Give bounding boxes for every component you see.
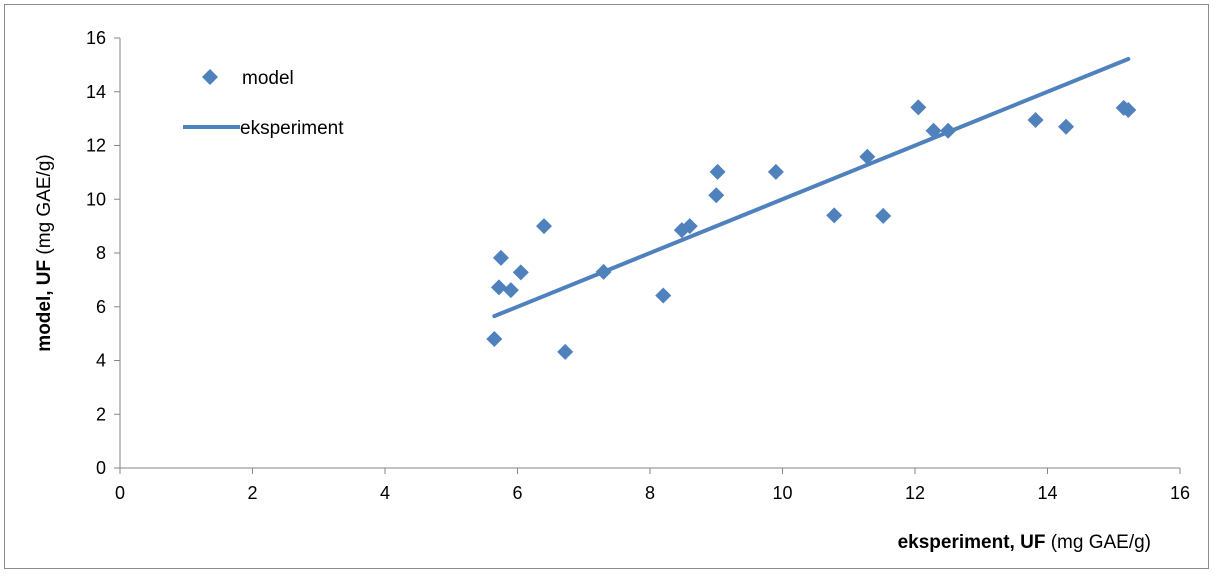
data-point-diamond — [859, 148, 876, 165]
y-axis-title-unit: (mg GAE/g) — [34, 154, 55, 260]
y-tick-label: 10 — [86, 189, 106, 209]
data-point-diamond — [708, 187, 725, 204]
data-point-diamond — [681, 218, 698, 235]
y-tick-label: 2 — [96, 404, 106, 424]
x-tick-label: 14 — [1037, 483, 1057, 503]
x-tick-label: 4 — [380, 483, 390, 503]
y-ticks: 0 2 4 6 8 10 12 14 16 — [86, 28, 120, 478]
x-axis-title-unit: (mg GAE/g) — [1045, 532, 1151, 553]
legend-item-model: model — [202, 68, 294, 89]
data-point-diamond — [875, 207, 892, 224]
data-point-diamond — [1120, 102, 1137, 119]
x-tick-label: 0 — [115, 483, 125, 503]
data-point-diamond — [925, 122, 942, 139]
data-point-diamond — [1027, 111, 1044, 128]
data-point-diamond — [492, 249, 509, 266]
y-axis-title: model, UF (mg GAE/g) — [34, 154, 55, 351]
legend-item-eksperiment: eksperiment — [183, 118, 344, 139]
legend-label-eksperiment: eksperiment — [240, 118, 344, 139]
axes: 0 2 4 6 8 10 12 14 16 0 2 4 6 8 10 12 14 16 — [86, 28, 1190, 503]
y-tick-label: 8 — [96, 243, 106, 263]
y-tick-label: 4 — [96, 351, 106, 371]
y-tick-label: 12 — [86, 136, 106, 156]
x-ticks: 0 2 4 6 8 10 12 14 16 — [115, 468, 1190, 503]
data-point-diamond — [940, 122, 957, 139]
data-point-diamond — [826, 207, 843, 224]
data-point-diamond — [595, 263, 612, 280]
chart-border — [4, 4, 1209, 569]
data-point-diamond — [655, 287, 672, 304]
y-tick-label: 6 — [96, 297, 106, 317]
legend: model eksperiment — [183, 68, 344, 139]
data-point-diamond — [767, 163, 784, 180]
data-point-diamond — [486, 331, 503, 347]
x-tick-label: 2 — [247, 483, 257, 503]
x-axis-title-bold: eksperiment, UF — [898, 532, 1046, 553]
data-point-diamond — [512, 264, 529, 281]
x-tick-label: 6 — [512, 483, 522, 503]
data-point-diamond — [910, 99, 927, 116]
data-point-diamond — [1058, 118, 1075, 135]
legend-diamond-icon — [202, 69, 218, 85]
data-point-diamond — [490, 279, 507, 296]
marker-layer — [486, 99, 1137, 360]
x-axis-title: eksperiment, UF (mg GAE/g) — [898, 532, 1151, 553]
y-tick-label: 14 — [86, 82, 106, 102]
y-axis-title-bold: model, UF — [34, 260, 55, 352]
data-point-diamond — [502, 282, 519, 299]
y-tick-label: 16 — [86, 28, 106, 48]
x-tick-label: 8 — [645, 483, 655, 503]
data-point-diamond — [709, 163, 726, 180]
legend-label-model: model — [242, 68, 294, 89]
x-tick-label: 12 — [905, 483, 925, 503]
data-point-diamond — [536, 218, 552, 235]
x-tick-label: 10 — [772, 483, 792, 503]
y-tick-label: 0 — [96, 458, 106, 478]
data-point-diamond — [557, 343, 574, 360]
x-tick-label: 16 — [1170, 483, 1190, 503]
